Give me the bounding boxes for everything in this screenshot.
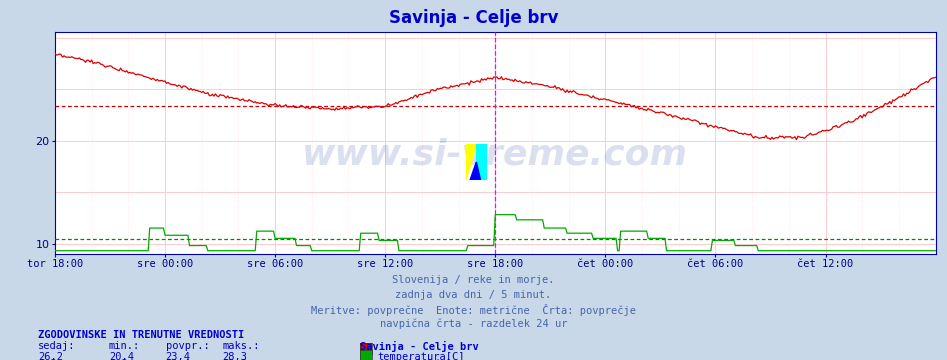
Text: temperatura[C]: temperatura[C] (377, 352, 464, 360)
Text: navpična črta - razdelek 24 ur: navpična črta - razdelek 24 ur (380, 319, 567, 329)
Text: ZGODOVINSKE IN TRENUTNE VREDNOSTI: ZGODOVINSKE IN TRENUTNE VREDNOSTI (38, 330, 244, 341)
Text: zadnja dva dni / 5 minut.: zadnja dva dni / 5 minut. (396, 290, 551, 300)
Text: Savinja - Celje brv: Savinja - Celje brv (389, 9, 558, 27)
Text: 23,4: 23,4 (166, 352, 190, 360)
Text: Savinja - Celje brv: Savinja - Celje brv (360, 341, 478, 352)
Text: 26,2: 26,2 (38, 352, 63, 360)
Text: sedaj:: sedaj: (38, 341, 76, 351)
Text: povpr.:: povpr.: (166, 341, 209, 351)
Text: 9,3: 9,3 (38, 359, 57, 360)
Text: 10,4: 10,4 (166, 359, 190, 360)
Text: maks.:: maks.: (223, 341, 260, 351)
Polygon shape (470, 162, 480, 180)
Text: pretok[m3/s]: pretok[m3/s] (377, 359, 452, 360)
Text: 28,3: 28,3 (223, 352, 247, 360)
Text: Slovenija / reke in morje.: Slovenija / reke in morje. (392, 275, 555, 285)
Polygon shape (476, 144, 487, 180)
Text: 9,3: 9,3 (109, 359, 128, 360)
Text: 20,4: 20,4 (109, 352, 134, 360)
Text: www.si-vreme.com: www.si-vreme.com (302, 137, 688, 171)
Text: min.:: min.: (109, 341, 140, 351)
Text: 12,8: 12,8 (223, 359, 247, 360)
Text: Meritve: povprečne  Enote: metrične  Črta: povprečje: Meritve: povprečne Enote: metrične Črta:… (311, 304, 636, 316)
Polygon shape (466, 144, 476, 180)
